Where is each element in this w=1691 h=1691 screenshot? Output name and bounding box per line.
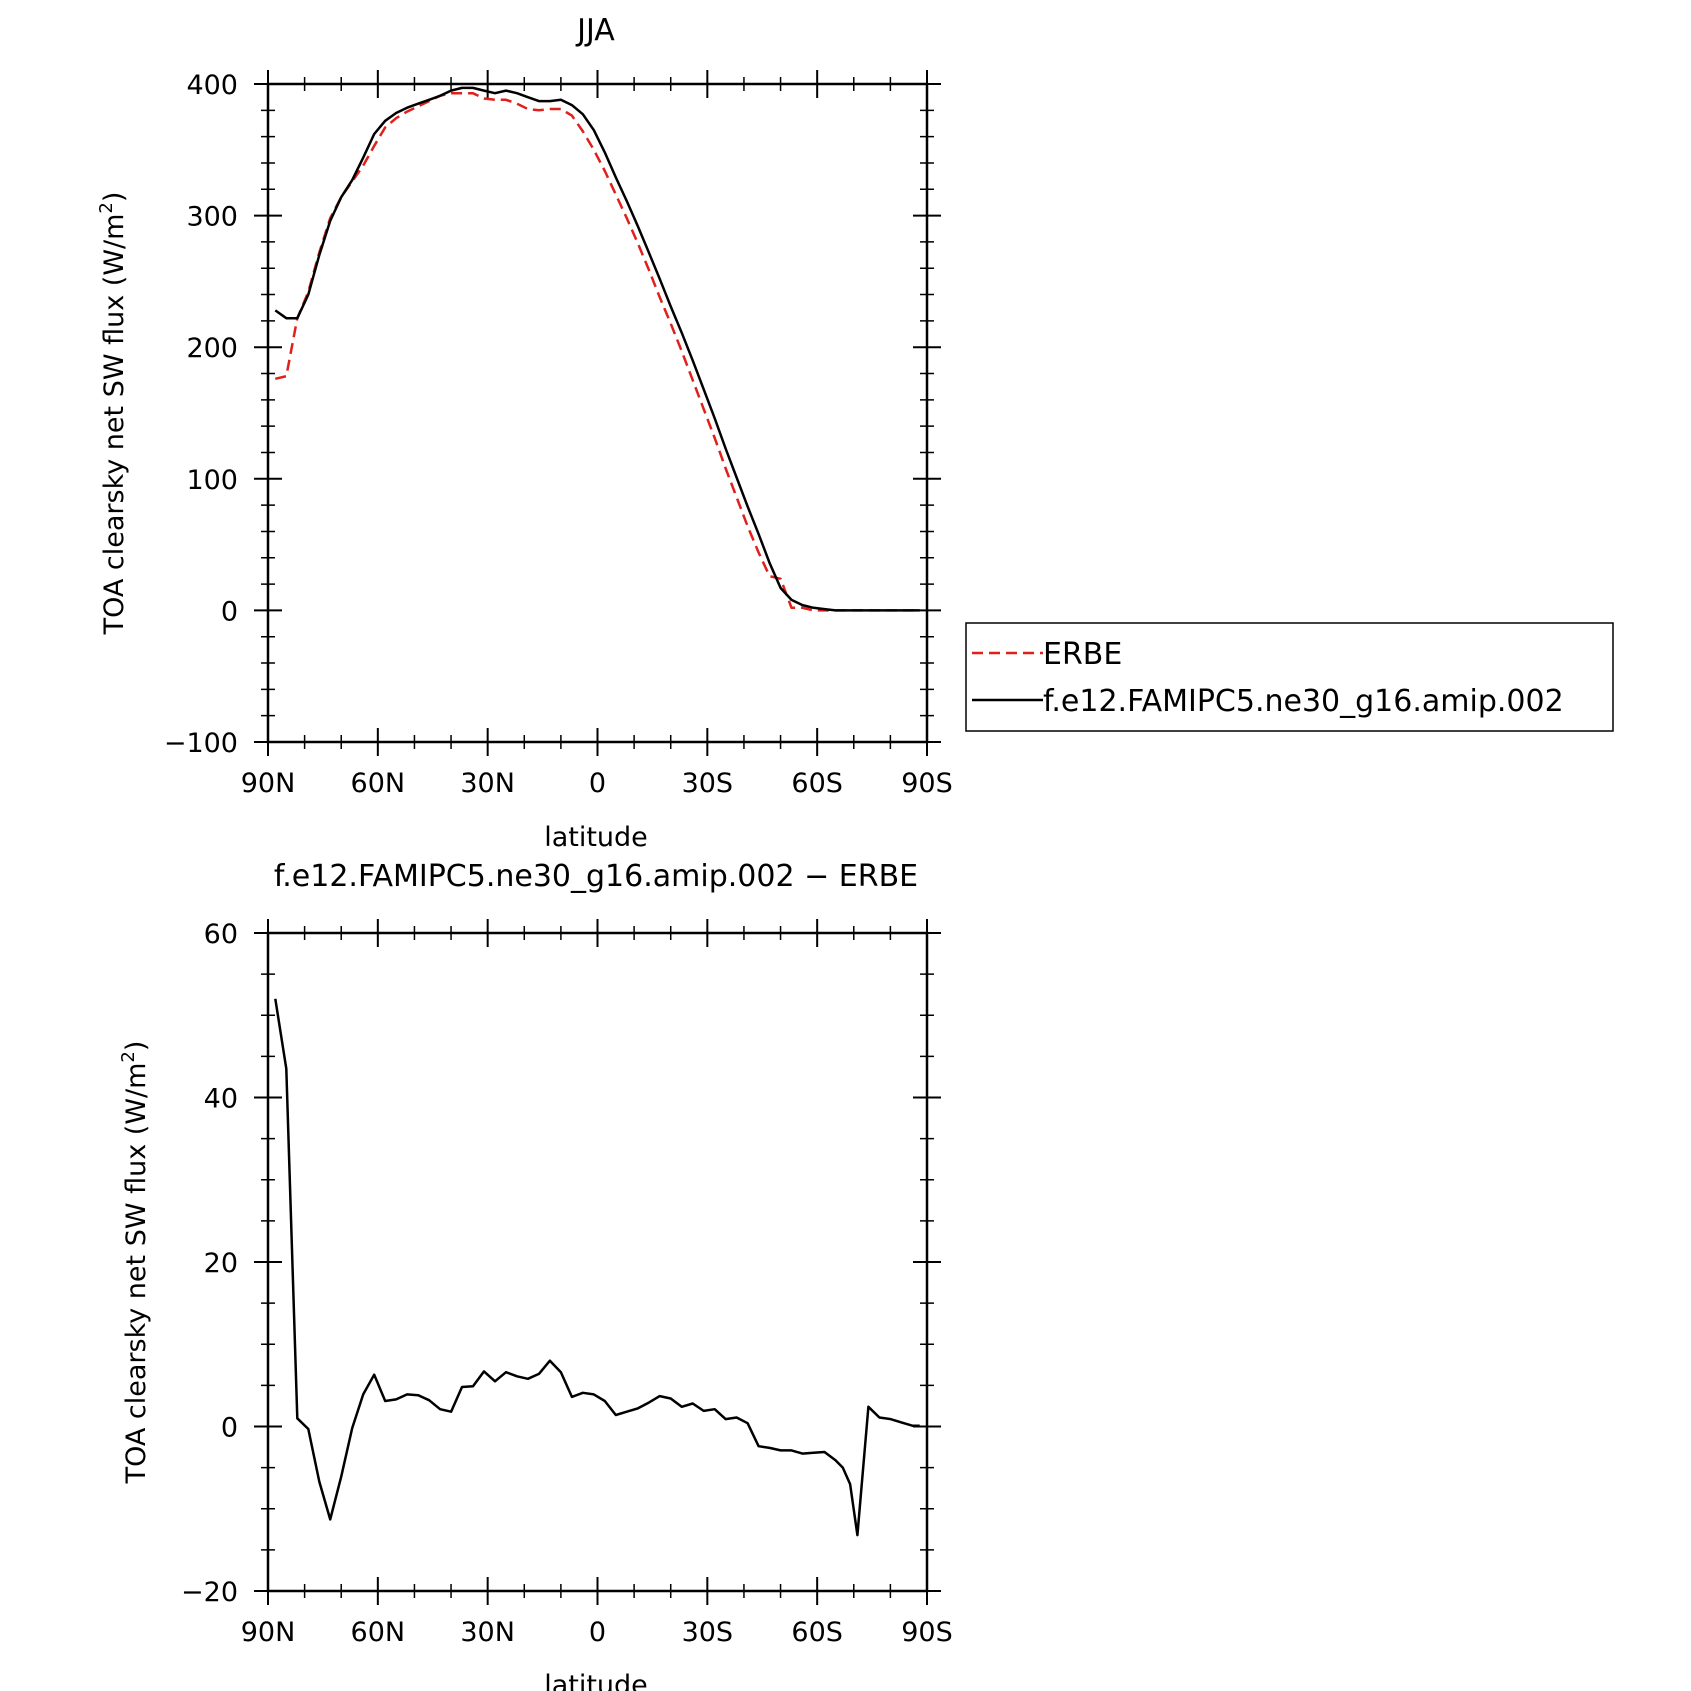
top-x-tick-label: 0 bbox=[589, 768, 606, 799]
top-y-tick-label: 200 bbox=[186, 333, 238, 364]
top-y-tick-label: 300 bbox=[186, 202, 238, 233]
legend-label-erbe: ERBE bbox=[1043, 637, 1122, 672]
bottom-y-axis-label-main: TOA clearsky net SW flux (W/m bbox=[121, 1063, 152, 1485]
bottom-y-axis-label-close: ) bbox=[121, 1041, 152, 1052]
top-x-tick-label: 60S bbox=[791, 768, 843, 799]
bottom-plot-frame bbox=[266, 931, 929, 1593]
top-y-axis-label-sup: 2 bbox=[96, 202, 117, 213]
top-series-group bbox=[274, 86, 920, 612]
bottom-y-axis-label: TOA clearsky net SW flux (W/m2) bbox=[118, 1041, 152, 1485]
bottom-tick-labels: 90N 60N 30N 0 30S 60S 90S 60 40 20 0 −20 bbox=[181, 919, 953, 1648]
bottom-x-tick-label: 0 bbox=[589, 1617, 606, 1648]
bottom-y-tick-label: −20 bbox=[181, 1577, 238, 1608]
top-panel: JJA 90N 60N 30N 0 30S 60S 90S 400 300 200 100 0 −100… bbox=[96, 13, 1614, 853]
top-x-tick-label: 30S bbox=[682, 768, 734, 799]
top-x-tick-label: 30N bbox=[460, 768, 515, 799]
top-y-axis-label: TOA clearsky net SW flux (W/m2) bbox=[96, 192, 130, 636]
top-y-tick-label: −100 bbox=[164, 728, 238, 759]
bottom-y-tick-label: 0 bbox=[221, 1413, 238, 1444]
bottom-series-line-0 bbox=[274, 998, 920, 1537]
top-y-axis-label-main: TOA clearsky net SW flux (W/m bbox=[99, 214, 130, 636]
bottom-x-tick-label: 90N bbox=[241, 1617, 296, 1648]
top-y-tick-label: 0 bbox=[221, 596, 238, 627]
bottom-x-tick-label: 30S bbox=[682, 1617, 734, 1648]
legend: ERBE f.e12.FAMIPC5.ne30_g16.amip.002 bbox=[965, 622, 1614, 732]
top-y-tick-label: 400 bbox=[186, 70, 238, 101]
bottom-x-tick-label: 60S bbox=[791, 1617, 843, 1648]
bottom-chart-title: f.e12.FAMIPC5.ne30_g16.amip.002 − ERBE bbox=[274, 859, 918, 894]
bottom-x-tick-label: 90S bbox=[901, 1617, 953, 1648]
bottom-y-tick-label: 20 bbox=[204, 1248, 238, 1279]
top-x-tick-label: 90S bbox=[901, 768, 953, 799]
legend-label-model: f.e12.FAMIPC5.ne30_g16.amip.002 bbox=[1043, 684, 1564, 719]
bottom-y-tick-label: 40 bbox=[204, 1084, 238, 1115]
top-chart-title: JJA bbox=[575, 13, 615, 48]
top-plot-frame bbox=[266, 82, 929, 744]
top-x-tick-label: 90N bbox=[241, 768, 296, 799]
top-x-axis-label: latitude bbox=[544, 822, 648, 853]
bottom-y-tick-label: 60 bbox=[204, 919, 238, 950]
bottom-x-axis-label: latitude bbox=[544, 1670, 648, 1691]
legend-box bbox=[965, 622, 1614, 732]
bottom-series-group bbox=[274, 998, 920, 1537]
top-x-tick-label: 60N bbox=[351, 768, 406, 799]
top-y-axis-label-close: ) bbox=[99, 192, 130, 203]
bottom-ticks bbox=[254, 919, 941, 1605]
top-tick-labels: 90N 60N 30N 0 30S 60S 90S 400 300 200 100 0 −100 bbox=[164, 70, 953, 799]
bottom-x-tick-label: 30N bbox=[460, 1617, 515, 1648]
bottom-x-tick-label: 60N bbox=[351, 1617, 406, 1648]
top-series-line-f-e12-famipc5-ne30-g16-amip-002 bbox=[274, 86, 920, 612]
bottom-panel: f.e12.FAMIPC5.ne30_g16.amip.002 − ERBE 9… bbox=[118, 859, 953, 1691]
top-series-line-erbe bbox=[275, 91, 920, 612]
bottom-y-axis-label-sup: 2 bbox=[118, 1051, 139, 1062]
top-y-tick-label: 100 bbox=[186, 465, 238, 496]
